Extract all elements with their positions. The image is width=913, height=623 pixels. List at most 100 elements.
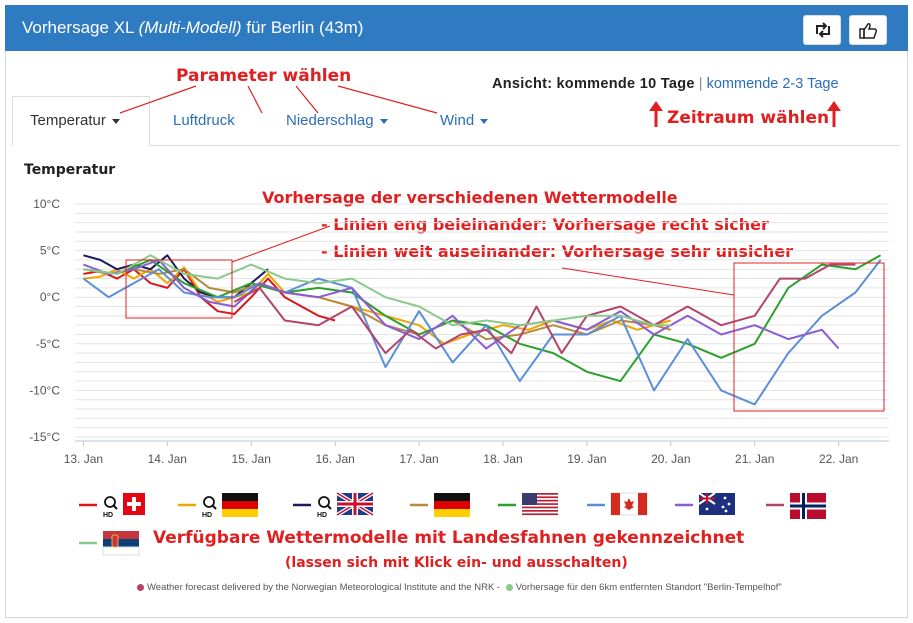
magnifier-hd-icon: HD — [317, 496, 332, 519]
flag-star — [724, 509, 728, 513]
x-tick-label: 16. Jan — [315, 452, 354, 466]
chevron-down-icon — [480, 118, 489, 124]
footnote-norway: Weather forecast delivered by the Norweg… — [147, 582, 501, 593]
up-arrow-head-icon — [649, 101, 663, 111]
magnifier-circle — [318, 496, 330, 508]
tab-niederschlag[interactable]: Niederschlag — [286, 112, 388, 129]
widget-title: Vorhersage XL (Multi-Modell) für Berlin … — [22, 18, 363, 38]
chart-footnote: Weather forecast delivered by the Norweg… — [137, 582, 782, 593]
tab-wind[interactable]: Wind — [440, 112, 489, 129]
annotation-box-right — [733, 262, 885, 412]
tabs-divider — [12, 145, 900, 146]
magnifier-hd-icon: HD — [202, 496, 217, 519]
flag-bar — [638, 493, 647, 515]
legend-item-germany[interactable] — [410, 493, 470, 517]
legend-item-uk[interactable]: HD — [293, 491, 375, 519]
annotation-models-line1: - Linien eng beieinander: Vorhersage rec… — [321, 215, 769, 234]
view-prefix: Ansicht: — [492, 76, 553, 92]
australia-flag-icon — [698, 492, 735, 515]
flag-cross — [127, 502, 141, 506]
legend-item-switzerland[interactable]: HD — [79, 493, 145, 519]
flag-star — [705, 507, 709, 511]
legend-item-canada[interactable] — [587, 492, 648, 516]
hd-label: HD — [103, 512, 113, 519]
annotation-legend-sub: (lassen sich mit Klick ein- und ausschal… — [285, 555, 628, 571]
flag-stripe — [522, 503, 558, 505]
tempelhof-dot-icon — [505, 583, 513, 591]
flag-stripe — [522, 513, 558, 516]
title-model: (Multi-Modell) — [138, 18, 242, 37]
flag-stripe — [522, 506, 558, 509]
annotation-parameter: Parameter wählen — [176, 66, 352, 86]
chart-title: Temperatur — [24, 162, 116, 178]
y-tick-label: 10°C — [33, 197, 60, 211]
annotation-arrow — [247, 85, 263, 114]
annotation-box-left — [125, 259, 233, 319]
magnifier-hd-icon: HD — [103, 496, 118, 519]
legend-item-germany[interactable]: HD — [178, 493, 258, 519]
tab-active-frame — [12, 96, 150, 146]
canada-flag-icon — [610, 492, 648, 516]
view-separator: | — [698, 76, 703, 92]
flag-cross — [699, 497, 715, 500]
y-tick-label: -15°C — [29, 430, 60, 444]
norway-flag-icon — [790, 493, 826, 519]
like-button[interactable] — [849, 15, 887, 45]
x-tick-label: 20. Jan — [651, 452, 690, 466]
tab-temperatur[interactable]: Temperatur — [30, 112, 120, 129]
flag-stripe — [522, 499, 558, 502]
flag-canton — [522, 493, 537, 505]
legend-item-usa[interactable] — [498, 493, 558, 516]
annotation-arrow — [337, 85, 438, 114]
norway-dot-icon — [137, 583, 144, 591]
flag-stripe — [103, 539, 139, 547]
annotation-legend-title: Verfügbare Wettermodelle mit Landesfahne… — [153, 528, 745, 548]
series-line — [83, 258, 840, 350]
legend-item-serbia[interactable] — [79, 531, 140, 556]
flag-star — [721, 505, 725, 509]
legend-item-norway[interactable] — [766, 493, 826, 519]
germany-flag-icon — [222, 493, 258, 517]
tab-label: Luftdruck — [173, 112, 235, 129]
switzerland-flag-icon — [123, 493, 145, 515]
tab-label: Temperatur — [30, 112, 106, 129]
flag-stripe — [434, 501, 470, 509]
x-tick-label: 17. Jan — [399, 452, 438, 466]
x-tick-label: 22. Jan — [819, 452, 858, 466]
annotation-arrow — [119, 85, 197, 114]
view-active: kommende 10 Tage — [556, 76, 695, 92]
hd-label: HD — [202, 512, 212, 519]
flag-stripe — [222, 493, 258, 501]
flag-stripe — [222, 501, 258, 509]
flag-stripe — [103, 531, 139, 539]
flag-cross — [337, 502, 373, 506]
annotation-models-line2: - Linien weit auseinander: Vorhersage se… — [321, 242, 794, 261]
flag-cross — [790, 504, 826, 508]
x-tick-label: 13. Jan — [64, 452, 103, 466]
y-tick-label: -10°C — [29, 383, 60, 397]
tab-luftdruck[interactable]: Luftdruck — [173, 112, 235, 129]
flag-star — [727, 502, 731, 506]
view-link-2-3-days[interactable]: kommende 2-3 Tage — [706, 76, 839, 92]
tab-label: Wind — [440, 112, 475, 129]
x-tick-label: 19. Jan — [567, 452, 606, 466]
share-button[interactable] — [803, 15, 841, 45]
x-tick-label: 21. Jan — [735, 452, 774, 466]
x-tick-label: 14. Jan — [148, 452, 187, 466]
thumbs-up-icon — [859, 23, 878, 39]
annotation-arrow — [295, 85, 319, 114]
flag-stripe — [222, 509, 258, 517]
series-line — [83, 254, 671, 327]
up-arrow-head-icon — [827, 101, 841, 111]
chevron-down-icon — [379, 118, 388, 124]
flag-stripe — [522, 493, 558, 495]
annotation-connector — [561, 267, 735, 296]
annotation-connector — [231, 225, 331, 263]
series-line — [82, 259, 882, 406]
flag-stripe — [434, 493, 470, 501]
footnote-tempelhof: Vorhersage für den 6km entfernten Stando… — [515, 582, 782, 593]
y-tick-label: -5°C — [36, 337, 60, 351]
title-suffix: für Berlin (43m) — [246, 18, 364, 37]
widget-header: Vorhersage XL (Multi-Modell) für Berlin … — [5, 5, 908, 51]
legend-item-australia[interactable] — [675, 492, 735, 515]
